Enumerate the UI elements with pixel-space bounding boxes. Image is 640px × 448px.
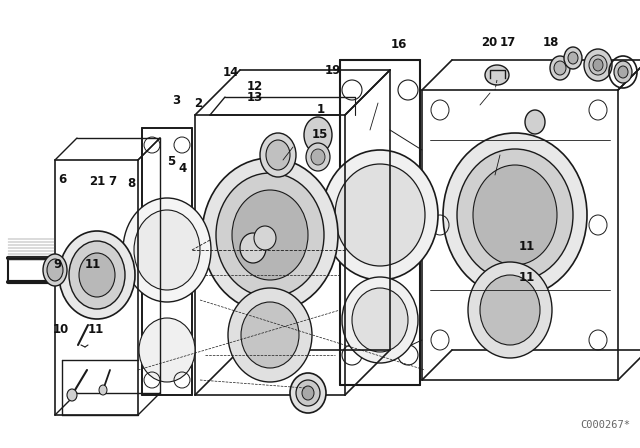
Text: 11: 11 (518, 240, 534, 253)
Text: 3: 3 (172, 94, 180, 108)
Ellipse shape (266, 140, 290, 170)
Ellipse shape (311, 149, 325, 165)
Ellipse shape (99, 385, 107, 395)
Ellipse shape (134, 210, 200, 290)
Ellipse shape (550, 56, 570, 80)
Ellipse shape (352, 288, 408, 352)
Ellipse shape (589, 55, 607, 75)
Text: 19: 19 (324, 64, 341, 78)
Ellipse shape (568, 52, 578, 64)
Ellipse shape (618, 66, 628, 78)
Ellipse shape (228, 288, 312, 382)
Ellipse shape (473, 165, 557, 265)
Text: C000267*: C000267* (580, 420, 630, 430)
Text: 11: 11 (88, 323, 104, 336)
Ellipse shape (525, 110, 545, 134)
Text: 4: 4 (179, 161, 186, 175)
Ellipse shape (335, 164, 425, 266)
Text: 18: 18 (542, 36, 559, 49)
Text: 21: 21 (89, 175, 106, 188)
Ellipse shape (254, 226, 276, 250)
Ellipse shape (304, 117, 332, 153)
Ellipse shape (342, 277, 418, 363)
Ellipse shape (480, 275, 540, 345)
Text: 17: 17 (499, 36, 516, 49)
Text: 20: 20 (481, 36, 498, 49)
Ellipse shape (216, 173, 324, 297)
Ellipse shape (260, 133, 296, 177)
Ellipse shape (468, 262, 552, 358)
Ellipse shape (43, 254, 67, 286)
Text: 9: 9 (54, 258, 61, 271)
Text: 8: 8 (127, 177, 135, 190)
Ellipse shape (290, 373, 326, 413)
Text: 12: 12 (246, 79, 262, 93)
Ellipse shape (47, 259, 63, 281)
Text: 7: 7 (108, 175, 116, 188)
Ellipse shape (232, 190, 308, 280)
Ellipse shape (69, 241, 125, 309)
Text: 14: 14 (222, 66, 239, 79)
Ellipse shape (241, 302, 299, 368)
Text: 5: 5 (168, 155, 175, 168)
Ellipse shape (584, 49, 612, 81)
Ellipse shape (139, 318, 195, 382)
Ellipse shape (67, 389, 77, 401)
Ellipse shape (59, 231, 135, 319)
Text: 11: 11 (518, 271, 534, 284)
Text: 6: 6 (59, 172, 67, 186)
Ellipse shape (443, 133, 587, 297)
Text: 11: 11 (84, 258, 101, 271)
Text: 15: 15 (312, 128, 328, 141)
Ellipse shape (202, 158, 338, 312)
Ellipse shape (306, 143, 330, 171)
Text: 13: 13 (246, 91, 262, 104)
Ellipse shape (302, 386, 314, 400)
Text: 2: 2 (195, 96, 202, 110)
Text: 1: 1 (317, 103, 325, 116)
Ellipse shape (614, 61, 632, 83)
Ellipse shape (322, 150, 438, 280)
Text: 16: 16 (390, 38, 407, 52)
Ellipse shape (554, 61, 566, 75)
Ellipse shape (240, 233, 266, 263)
Ellipse shape (593, 59, 603, 71)
Text: 10: 10 (52, 323, 69, 336)
Ellipse shape (457, 149, 573, 281)
Ellipse shape (296, 380, 320, 406)
Ellipse shape (123, 198, 211, 302)
Ellipse shape (485, 65, 509, 85)
Ellipse shape (79, 253, 115, 297)
Ellipse shape (564, 47, 582, 69)
